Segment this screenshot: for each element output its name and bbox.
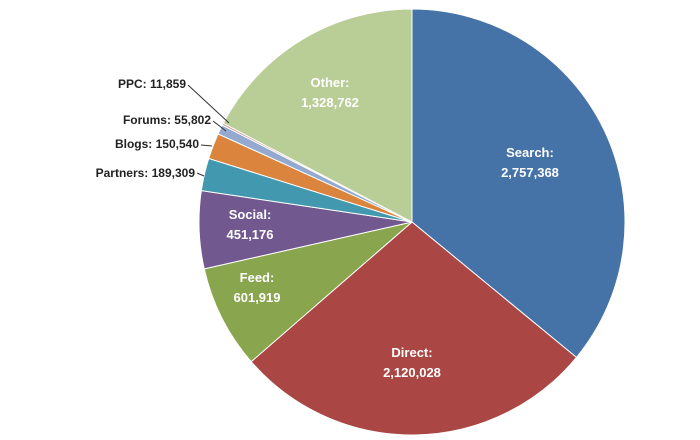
slice-label-direct: Direct: bbox=[391, 345, 432, 360]
slice-label-ppc: PPC: 11,859 bbox=[118, 77, 186, 91]
slice-label-blogs: Blogs: 150,540 bbox=[115, 137, 199, 151]
slice-label-social: Social: bbox=[229, 207, 272, 222]
leader-line-partners bbox=[196, 172, 205, 177]
leader-line-blogs bbox=[200, 144, 213, 147]
slice-label-partners: Partners: 189,309 bbox=[96, 166, 196, 180]
pie-slice-direct[interactable] bbox=[250, 221, 578, 436]
slice-value-feed: 601,919 bbox=[234, 290, 281, 305]
slice-value-search: 2,757,368 bbox=[501, 165, 559, 180]
slice-label-forums: Forums: 55,802 bbox=[123, 113, 211, 127]
slice-value-direct: 2,120,028 bbox=[383, 365, 441, 380]
pie-slice-feed[interactable] bbox=[203, 221, 413, 363]
leader-line-ppc bbox=[187, 84, 230, 124]
slice-value-social: 451,176 bbox=[227, 227, 274, 242]
slice-label-feed: Feed: bbox=[240, 270, 275, 285]
slice-label-search: Search: bbox=[506, 145, 554, 160]
leader-line-forums bbox=[212, 120, 227, 132]
slice-value-other: 1,328,762 bbox=[301, 95, 359, 110]
pie-slice-other[interactable] bbox=[222, 8, 413, 223]
slice-label-other: Other: bbox=[311, 75, 350, 90]
pie-slice-search[interactable] bbox=[411, 8, 626, 359]
